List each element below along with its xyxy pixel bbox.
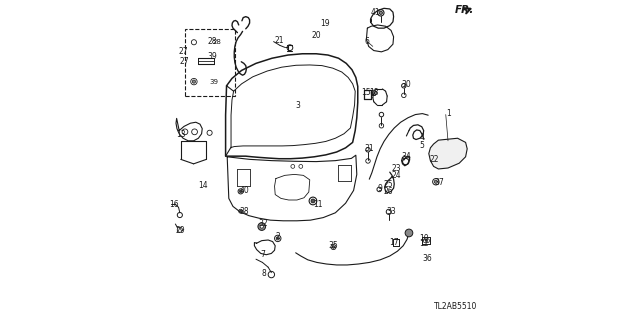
Text: 16: 16 <box>169 200 179 209</box>
Circle shape <box>405 229 413 237</box>
Circle shape <box>239 190 242 193</box>
Text: 26: 26 <box>384 187 394 196</box>
Circle shape <box>332 246 335 248</box>
Text: 28: 28 <box>212 39 221 44</box>
Circle shape <box>260 225 264 228</box>
Text: 10: 10 <box>419 234 429 243</box>
Text: 41: 41 <box>371 8 380 17</box>
Circle shape <box>434 180 438 183</box>
Text: 27: 27 <box>179 47 188 56</box>
Text: 40: 40 <box>239 186 249 195</box>
Text: 25: 25 <box>384 180 394 189</box>
Text: 20: 20 <box>312 31 322 40</box>
Bar <box>185 29 235 96</box>
Polygon shape <box>429 138 467 169</box>
Circle shape <box>258 223 266 230</box>
Text: 39: 39 <box>207 52 217 61</box>
Text: 9: 9 <box>378 184 383 193</box>
Text: 29: 29 <box>176 226 186 235</box>
Text: 34: 34 <box>402 152 412 161</box>
Circle shape <box>193 80 196 83</box>
Circle shape <box>372 92 375 94</box>
Text: 2: 2 <box>275 232 280 241</box>
Text: 24: 24 <box>391 171 401 180</box>
Text: 37: 37 <box>435 178 444 187</box>
Text: 27: 27 <box>180 57 189 66</box>
Text: 39: 39 <box>209 79 218 84</box>
Circle shape <box>276 237 280 240</box>
Text: 19: 19 <box>320 20 330 28</box>
Text: 15: 15 <box>362 88 371 97</box>
Circle shape <box>311 199 315 203</box>
Text: 7: 7 <box>261 250 266 259</box>
Text: 5: 5 <box>419 141 424 150</box>
Circle shape <box>239 210 242 212</box>
Text: 6: 6 <box>365 37 370 46</box>
Text: FR.: FR. <box>454 5 474 15</box>
Text: 23: 23 <box>391 164 401 173</box>
Text: TL2AB5510: TL2AB5510 <box>434 302 477 311</box>
Text: 38: 38 <box>239 207 249 216</box>
Text: 28: 28 <box>207 37 217 46</box>
Text: 11: 11 <box>314 200 323 209</box>
Text: 1: 1 <box>447 109 451 118</box>
Text: 12: 12 <box>419 239 429 248</box>
Text: 17: 17 <box>388 238 399 247</box>
Text: 3: 3 <box>295 101 300 110</box>
Text: 21: 21 <box>275 36 284 45</box>
Text: 18: 18 <box>370 88 379 97</box>
Text: 32: 32 <box>259 220 268 228</box>
Text: 14: 14 <box>198 181 207 190</box>
Text: 8: 8 <box>262 269 266 278</box>
Text: 13: 13 <box>177 130 186 139</box>
Text: 36: 36 <box>422 254 432 263</box>
Text: 35: 35 <box>328 241 338 250</box>
Text: 4: 4 <box>419 133 424 142</box>
Text: 33: 33 <box>387 207 396 216</box>
Text: 30: 30 <box>402 80 412 89</box>
Circle shape <box>379 11 383 14</box>
Text: 31: 31 <box>365 144 374 153</box>
Text: 22: 22 <box>429 156 439 164</box>
